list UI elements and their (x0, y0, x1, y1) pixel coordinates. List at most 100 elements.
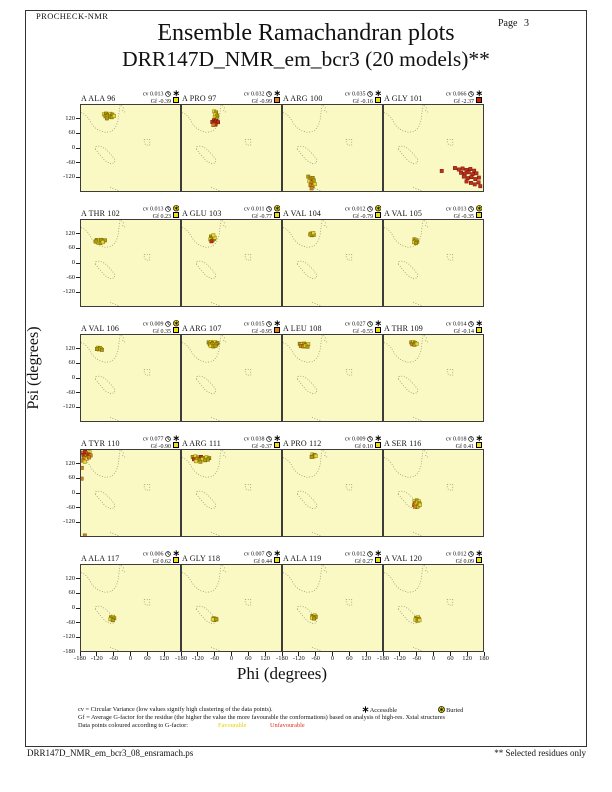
bottom-edge-contour (109, 646, 120, 651)
upper-contour-hook (424, 335, 429, 343)
cv-value: cv 0.015 (243, 321, 265, 328)
subplot-header: A GLY 118 cv 0.007 Gf 0.44 (181, 544, 282, 565)
data-point (472, 168, 477, 173)
upper-contour-hook (222, 105, 227, 113)
left-handed-helix-contour (143, 139, 151, 146)
bottom-edge-contour (210, 416, 221, 421)
x-tick-mark (247, 652, 249, 656)
ramachandran-subplot: A GLY 118 cv 0.007 Gf 0.44 -180 -120 -60 0 60 12… (175, 544, 282, 662)
cv-annotation: cv 0.012 (446, 550, 482, 558)
cv-annotation: cv 0.066 (446, 90, 482, 98)
cv-annotation: cv 0.013 (446, 205, 482, 213)
y-tick-label: -120 (63, 518, 75, 526)
data-point (474, 171, 479, 176)
residue-label: A ALA 96 (81, 94, 116, 103)
residue-label: A VAL 105 (384, 209, 423, 218)
residue-label: A VAL 106 (81, 324, 120, 333)
favourable-label: Favourable (218, 722, 247, 729)
plots-grid: A ALA 96 cv 0.013 Gf -0.39 120 60 0 -60 -120 A P… (63, 84, 489, 662)
plot-area (383, 104, 484, 192)
y-tick-mark (76, 147, 80, 149)
subplot-annotations: cv 0.038 Gf -0.37 (243, 435, 280, 450)
gf-annotation: Gf -0.37 (244, 442, 280, 450)
data-point (476, 175, 481, 180)
subplot-annotations: cv 0.009 Gf 0.35 (143, 320, 179, 335)
cv-annotation: cv 0.012 (345, 205, 381, 213)
upper-left-allowed-contour (182, 565, 222, 593)
gf-annotation: Gf -0.99 (244, 97, 280, 105)
upper-left-allowed-contour (384, 565, 424, 593)
data-point (81, 476, 84, 481)
ramachandran-subplot: A PRO 97 cv 0.032 Gf -0.99 (181, 84, 282, 199)
subplot-header: A PRO 97 cv 0.032 Gf -0.99 (181, 84, 282, 105)
data-point (214, 617, 219, 622)
clock-icon (165, 550, 171, 557)
upper-contour-hook (424, 220, 429, 228)
gf-colour-square (274, 97, 280, 103)
unfavourable-label: Unfavourable (270, 722, 305, 729)
bottom-edge-contour (311, 531, 322, 536)
upper-left-allowed-contour (81, 565, 121, 593)
y-tick-mark (76, 118, 80, 120)
cv-annotation: cv 0.009 (345, 435, 381, 443)
alpha-helix-contour (94, 490, 116, 510)
cv-annotation: cv 0.014 (446, 320, 482, 328)
alpha-helix-contour (195, 260, 217, 280)
upper-left-allowed-contour (384, 220, 424, 248)
upper-contour-hook (323, 105, 328, 113)
left-handed-helix-contour (244, 139, 252, 146)
subplot-header: A ALA 96 cv 0.013 Gf -0.39 (80, 84, 181, 105)
upper-left-allowed-contour (81, 220, 121, 248)
data-point (312, 616, 316, 621)
data-point (466, 170, 471, 175)
cv-value: cv 0.035 (344, 91, 366, 98)
buried-icon (172, 205, 179, 212)
accessible-icon (273, 435, 280, 442)
bottom-edge-contour (311, 186, 322, 191)
left-handed-helix-contour (244, 369, 252, 376)
plot-area (383, 219, 484, 307)
y-tick-label: 60 (68, 244, 76, 252)
clock-icon (468, 90, 474, 97)
gf-annotation: Gf -0.77 (244, 212, 280, 220)
x-tick-label: 120 (462, 655, 473, 662)
subplot-annotations: cv 0.012 Gf -0.79 (345, 205, 381, 220)
gf-value: Gf -0.55 (352, 329, 373, 335)
alpha-helix-contour (195, 490, 217, 510)
plot-area (383, 334, 484, 422)
clock-icon (266, 550, 272, 557)
left-handed-helix-contour (446, 369, 454, 376)
subplot-annotations: cv 0.014 Gf -0.14 (446, 320, 482, 335)
upper-contour-hook (121, 450, 126, 458)
gf-colour-square (375, 212, 381, 218)
plot-area (282, 219, 383, 307)
cv-annotation: cv 0.038 (243, 435, 280, 443)
x-tick-mark (130, 652, 131, 656)
plot-area (80, 564, 181, 652)
cv-annotation: cv 0.009 (143, 320, 179, 328)
x-tick-label: -180 (175, 655, 187, 662)
y-tick-label: -60 (66, 273, 75, 281)
legend-accessible: Accessible (360, 706, 397, 715)
y-tick-mark (76, 492, 80, 494)
alpha-helix-contour (296, 375, 318, 395)
accessible-icon (374, 90, 381, 97)
y-tick-mark (76, 291, 80, 293)
cv-value: cv 0.038 (243, 436, 265, 443)
clock-icon (367, 550, 373, 557)
left-handed-helix-contour (446, 599, 454, 606)
data-point (418, 502, 422, 507)
accessible-icon (475, 90, 482, 97)
y-tick-label: -120 (63, 403, 75, 411)
y-tick-label: -60 (66, 618, 75, 626)
x-tick-label: -180 (276, 655, 288, 662)
data-point (313, 454, 318, 458)
residue-label: A THR 109 (384, 324, 423, 333)
subplot-header: A ARG 100 cv 0.035 Gf -0.16 (282, 84, 383, 105)
gf-value: Gf -0.35 (453, 214, 474, 220)
accessible-icon (172, 435, 179, 442)
x-tick-label: -120 (393, 655, 406, 662)
x-tick-mark (163, 652, 165, 656)
plot-area (181, 564, 282, 652)
cv-annotation: cv 0.013 (143, 205, 179, 213)
